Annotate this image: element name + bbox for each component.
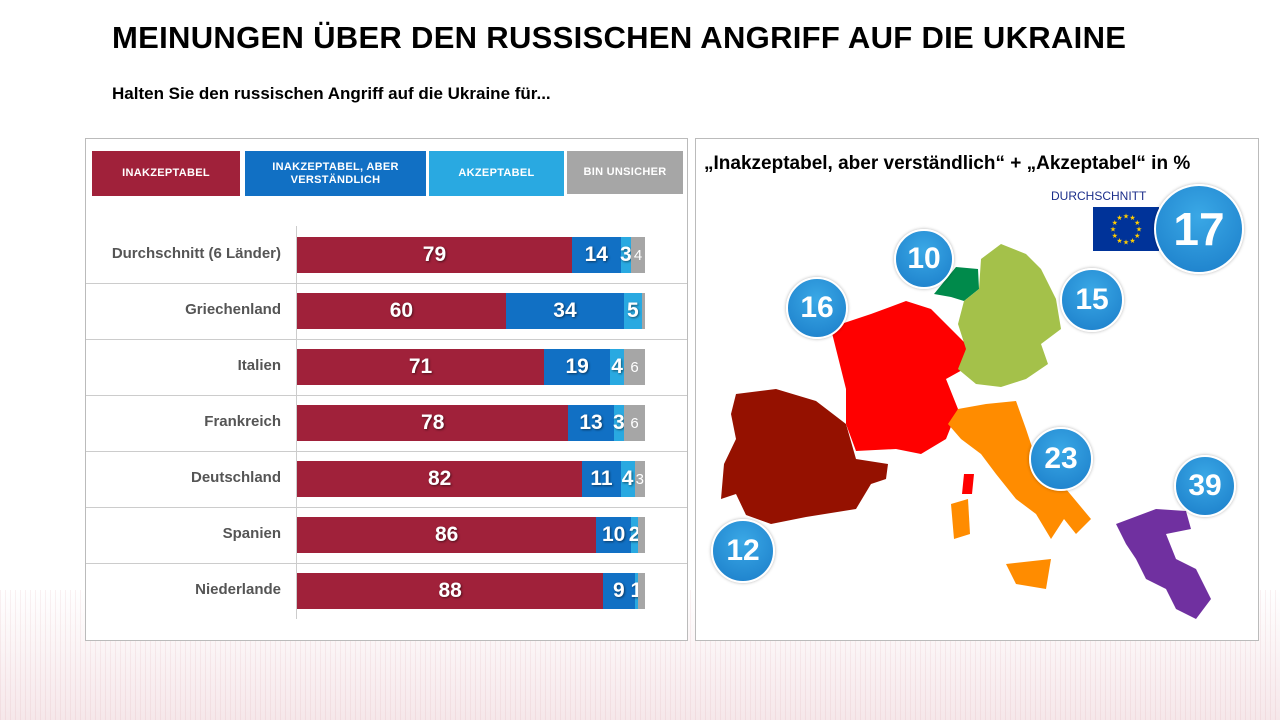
bubble-spanien: 12	[711, 519, 775, 583]
legend-inakzeptabel: INAKZEPTABEL	[92, 151, 240, 196]
bar-segment: 10	[596, 517, 632, 553]
legend-inakzeptabel-aber-verstaendlich: INAKZEPTABEL, ABER VERSTÄNDLICH	[245, 151, 426, 196]
bar-segment	[641, 293, 645, 329]
eu-star-icon: ★	[1136, 226, 1142, 234]
bubble-italien: 23	[1029, 427, 1093, 491]
map-country-italien	[948, 401, 1091, 539]
question-subtitle: Halten Sie den russischen Angriff auf di…	[112, 84, 551, 103]
bubble-average: 17	[1154, 184, 1244, 274]
map-country-sardinien	[951, 499, 970, 539]
bar-segment: 2	[629, 517, 640, 553]
bar-segment: 19	[544, 349, 611, 385]
bar-segment: 11	[582, 461, 621, 497]
category-label: Griechenland	[185, 301, 281, 318]
bar-segment: 78	[297, 405, 569, 441]
eu-star-icon: ★	[1123, 213, 1129, 221]
category-label: Durchschnitt (6 Länder)	[111, 245, 281, 262]
bar-segment: 6	[624, 405, 645, 441]
eu-flag-icon: ★ ★ ★ ★ ★ ★ ★ ★ ★ ★ ★ ★	[1093, 207, 1159, 251]
average-label: DURCHSCHNITT	[1051, 189, 1147, 203]
row-divider	[86, 563, 687, 564]
category-label: Italien	[237, 357, 281, 374]
bar-chart-panel: INAKZEPTABEL INAKZEPTABEL, ABER VERSTÄND…	[85, 138, 688, 641]
eu-star-icon: ★	[1110, 226, 1116, 234]
map-country-niederlande	[934, 267, 979, 301]
category-label: Spanien	[222, 525, 281, 542]
legend-bin-unsicher: BIN UNSICHER	[567, 151, 683, 194]
eu-star-icon: ★	[1116, 237, 1122, 245]
bar-segment: 6	[624, 349, 645, 385]
map-country-griechenland	[1116, 509, 1211, 619]
bar-segment: 71	[297, 349, 545, 385]
bar-segment: 4	[610, 349, 625, 385]
category-label: Deutschland	[190, 469, 281, 486]
eu-star-icon: ★	[1129, 237, 1135, 245]
eu-star-icon: ★	[1112, 219, 1118, 227]
eu-star-icon: ★	[1116, 214, 1122, 222]
bar-segment: 13	[568, 405, 614, 441]
eu-star-icon: ★	[1123, 239, 1129, 247]
map-country-sizilien	[1006, 559, 1051, 589]
eu-star-icon: ★	[1134, 232, 1140, 240]
bar-segment: 3	[620, 237, 632, 273]
bar-segment: 86	[297, 517, 597, 553]
row-divider	[86, 283, 687, 284]
eu-star-icon: ★	[1112, 232, 1118, 240]
category-label: Niederlande	[195, 581, 281, 598]
bar-segment	[638, 517, 645, 553]
eu-star-icon: ★	[1134, 219, 1140, 227]
bubble-griechenland: 39	[1174, 455, 1236, 517]
bar-segment: 88	[297, 573, 604, 609]
row-divider	[86, 339, 687, 340]
bar-segment: 5	[624, 293, 642, 329]
bubble-frankreich: 16	[786, 277, 848, 339]
bubble-deutschland: 15	[1060, 268, 1124, 332]
row-divider	[86, 507, 687, 508]
bubble-niederlande: 10	[894, 229, 954, 289]
row-divider	[86, 395, 687, 396]
legend-akzeptabel: AKZEPTABEL	[429, 151, 564, 196]
map-title: „Inakzeptabel, aber verständlich“ + „Akz…	[704, 153, 1191, 174]
category-axis	[296, 226, 297, 619]
bar-segment: 3	[613, 405, 625, 441]
bar-segment: 4	[620, 461, 635, 497]
bar-segment: 82	[297, 461, 583, 497]
europe-map	[721, 244, 1211, 619]
map-country-frankreich	[831, 301, 971, 454]
row-divider	[86, 451, 687, 452]
bar-segment: 1	[630, 573, 642, 609]
bar-segment: 14	[571, 237, 621, 273]
map-panel: „Inakzeptabel, aber verständlich“ + „Akz…	[695, 138, 1259, 641]
map-country-deutschland	[958, 244, 1061, 387]
map-country-korsika	[962, 474, 974, 494]
bar-segment: 60	[297, 293, 506, 329]
bar-segment: 4	[631, 237, 645, 273]
bar-segment: 9	[603, 573, 635, 609]
bar-segment: 79	[297, 237, 572, 273]
category-label: Frankreich	[204, 413, 281, 430]
bar-segment: 34	[505, 293, 625, 329]
map-country-spanien	[721, 389, 888, 524]
eu-star-icon: ★	[1129, 214, 1135, 222]
bar-segment: 3	[634, 461, 645, 497]
page-title: MEINUNGEN ÜBER DEN RUSSISCHEN ANGRIFF AU…	[112, 20, 1127, 55]
bar-segment	[638, 573, 645, 609]
